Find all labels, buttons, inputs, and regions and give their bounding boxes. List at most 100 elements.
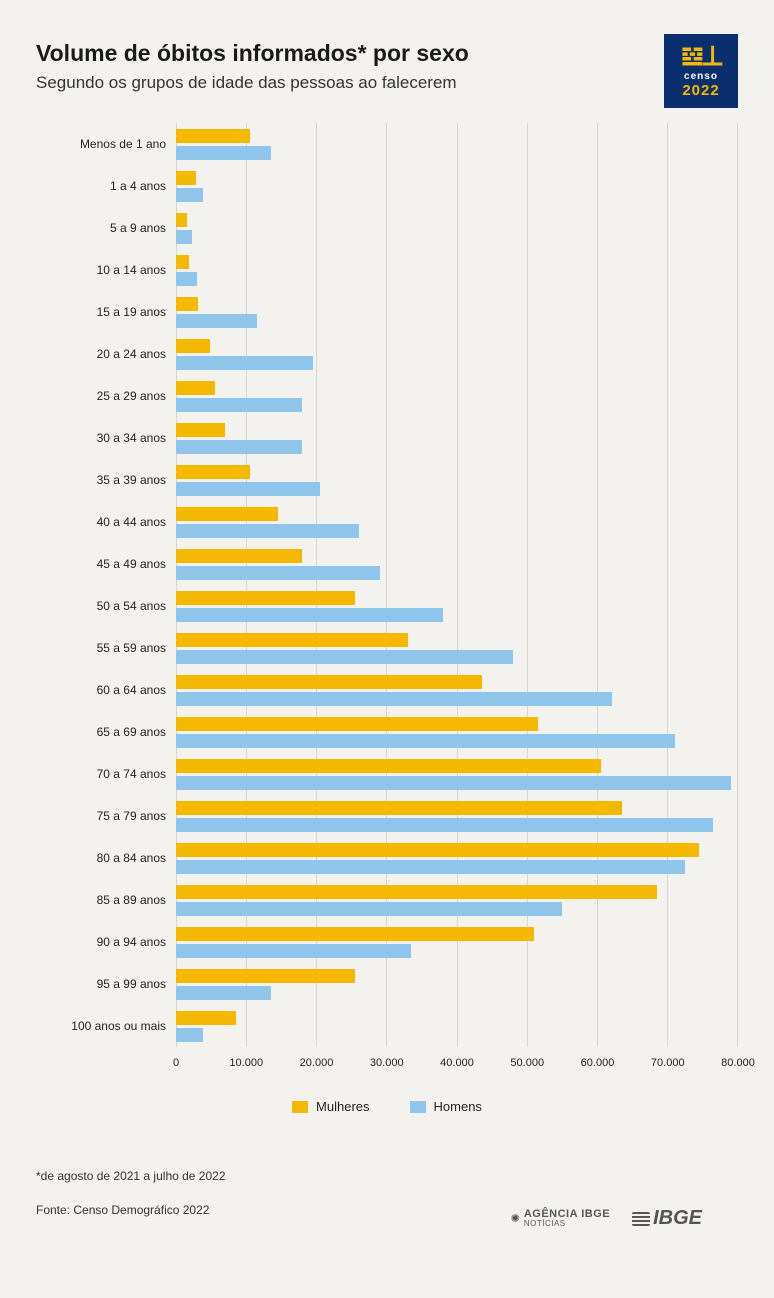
bar-group (176, 669, 738, 711)
legend-label: Homens (434, 1099, 482, 1114)
ibge-stripe-icon (632, 1212, 650, 1226)
category-label: 5 a 9 anos (36, 207, 176, 249)
bar-mulheres (176, 633, 408, 647)
category-label: 35 a 39 anos (36, 459, 176, 501)
burst-icon: ✺ (511, 1212, 520, 1225)
tally-icon: 𝌶𝍥 (681, 43, 722, 69)
category-label: 55 a 59 anos (36, 627, 176, 669)
bar-homens (176, 860, 685, 874)
bar-homens (176, 230, 192, 244)
category-label: 30 a 34 anos (36, 417, 176, 459)
category-label: 80 a 84 anos (36, 837, 176, 879)
category-label: 45 a 49 anos (36, 543, 176, 585)
bar-homens (176, 944, 411, 958)
bar-group (176, 795, 738, 837)
legend-swatch (410, 1101, 426, 1113)
category-label: 85 a 89 anos (36, 879, 176, 921)
legend-label: Mulheres (316, 1099, 369, 1114)
censo-word: censo (684, 71, 718, 82)
bar-mulheres (176, 843, 699, 857)
bar-mulheres (176, 927, 534, 941)
bar-homens (176, 314, 257, 328)
x-tick-label: 40.000 (440, 1057, 474, 1069)
bar-mulheres (176, 1011, 236, 1025)
bar-mulheres (176, 339, 210, 353)
agencia-line2: NOTÍCIAS (524, 1220, 610, 1228)
bar-group (176, 459, 738, 501)
bar-mulheres (176, 969, 355, 983)
bar-group (176, 837, 738, 879)
bar-homens (176, 650, 513, 664)
bar-homens (176, 902, 562, 916)
bar-homens (176, 356, 313, 370)
category-label: 1 a 4 anos (36, 165, 176, 207)
bar-homens (176, 398, 302, 412)
bar-group (176, 1005, 738, 1047)
category-label: 60 a 64 anos (36, 669, 176, 711)
bar-homens (176, 566, 380, 580)
footer-logos: ✺ AGÊNCIA IBGE NOTÍCIAS IBGE (511, 1207, 702, 1230)
bar-mulheres (176, 213, 187, 227)
category-label: 40 a 44 anos (36, 501, 176, 543)
category-label: 70 a 74 anos (36, 753, 176, 795)
bar-mulheres (176, 297, 198, 311)
deaths-by-age-sex-chart: Menos de 1 ano1 a 4 anos5 a 9 anos10 a 1… (36, 123, 738, 1114)
bar-homens (176, 608, 443, 622)
x-axis: 010.00020.00030.00040.00050.00060.00070.… (36, 1053, 738, 1075)
bar-mulheres (176, 801, 622, 815)
bar-group (176, 291, 738, 333)
x-tick-label: 50.000 (510, 1057, 544, 1069)
bar-group (176, 249, 738, 291)
ibge-logo: IBGE (632, 1207, 702, 1230)
bar-mulheres (176, 129, 250, 143)
footnote-text: *de agosto de 2021 a julho de 2022 (36, 1169, 738, 1183)
bar-homens (176, 986, 271, 1000)
bar-group (176, 333, 738, 375)
bar-homens (176, 734, 675, 748)
ibge-text: IBGE (653, 1207, 702, 1230)
bar-homens (176, 1028, 203, 1042)
bar-mulheres (176, 255, 189, 269)
bar-mulheres (176, 675, 482, 689)
x-tick-label: 0 (173, 1057, 179, 1069)
y-axis-labels: Menos de 1 ano1 a 4 anos5 a 9 anos10 a 1… (36, 123, 176, 1047)
bar-group (176, 879, 738, 921)
category-label: 95 a 99 anos (36, 963, 176, 1005)
bar-homens (176, 482, 320, 496)
bar-group (176, 963, 738, 1005)
x-tick-label: 10.000 (229, 1057, 263, 1069)
bar-homens (176, 188, 203, 202)
bar-mulheres (176, 717, 538, 731)
chart-legend: Mulheres Homens (36, 1099, 738, 1114)
bar-mulheres (176, 549, 302, 563)
category-label: 90 a 94 anos (36, 921, 176, 963)
bar-homens (176, 776, 731, 790)
bar-mulheres (176, 171, 196, 185)
bar-homens (176, 818, 713, 832)
x-tick-label: 70.000 (651, 1057, 685, 1069)
bar-group (176, 165, 738, 207)
bar-group (176, 375, 738, 417)
bar-homens (176, 524, 359, 538)
category-label: 15 a 19 anos (36, 291, 176, 333)
bar-group (176, 585, 738, 627)
category-label: 25 a 29 anos (36, 375, 176, 417)
bar-mulheres (176, 759, 601, 773)
category-label: 100 anos ou mais (36, 1005, 176, 1047)
category-label: Menos de 1 ano (36, 123, 176, 165)
legend-swatch (292, 1101, 308, 1113)
bar-mulheres (176, 591, 355, 605)
header: Volume de óbitos informados* por sexo Se… (36, 40, 738, 93)
category-label: 65 a 69 anos (36, 711, 176, 753)
bar-mulheres (176, 507, 278, 521)
bar-group (176, 627, 738, 669)
category-label: 50 a 54 anos (36, 585, 176, 627)
legend-item: Mulheres (292, 1099, 369, 1114)
chart-plot-area (176, 123, 738, 1047)
agencia-ibge-logo: ✺ AGÊNCIA IBGE NOTÍCIAS (511, 1209, 610, 1227)
bar-group (176, 501, 738, 543)
bar-group (176, 543, 738, 585)
chart-title: Volume de óbitos informados* por sexo (36, 40, 738, 67)
legend-item: Homens (410, 1099, 482, 1114)
bar-homens (176, 692, 612, 706)
